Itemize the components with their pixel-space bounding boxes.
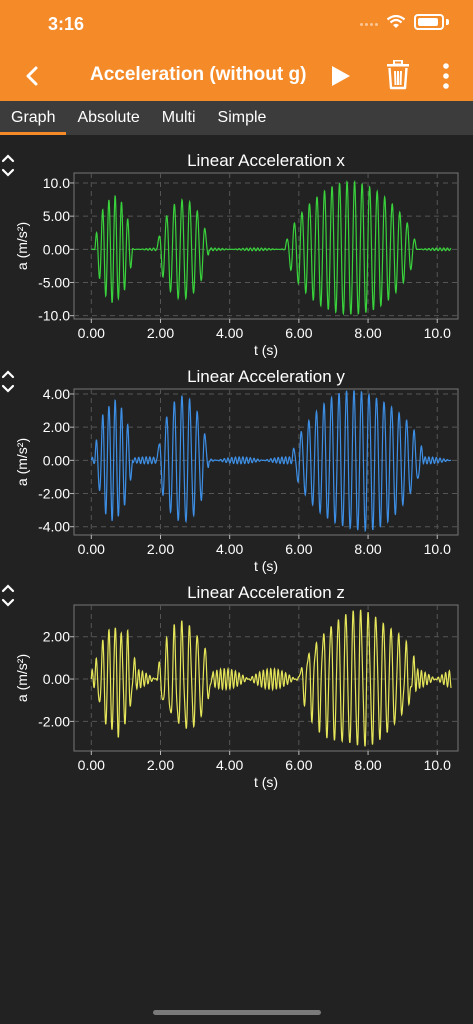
chart-acceleration-z: Linear Acceleration z 0.00 2.00 4.00 6.00 8.0… [14, 583, 459, 790]
x-tick-label: 6.00 [285, 325, 312, 341]
chart-title: Linear Acceleration y [187, 367, 345, 386]
home-indicator [153, 1010, 321, 1015]
tab-absolute[interactable]: Absolute [77, 109, 140, 126]
x-axis-label: t (s) [254, 342, 278, 358]
x-tick-label: 0.00 [78, 325, 105, 341]
status-time: 3:16 [48, 14, 85, 34]
y-tick-label: 2.00 [43, 419, 70, 435]
tab-simple[interactable]: Simple [217, 109, 267, 126]
chart-title: Linear Acceleration z [187, 583, 345, 602]
x-tick-label: 10.0 [424, 757, 451, 773]
wifi-icon [386, 15, 406, 28]
tab-multi[interactable]: Multi [161, 109, 196, 126]
battery-icon [414, 14, 444, 30]
expand-icon[interactable] [0, 369, 16, 395]
x-tick-label: 0.00 [78, 541, 105, 557]
app-header: 3:16 Acceleration (without g) [0, 0, 473, 101]
plot-frame [73, 604, 459, 752]
x-tick-label: 8.00 [354, 541, 381, 557]
y-tick-label: 0.00 [43, 671, 70, 687]
back-chevron-icon[interactable] [22, 64, 42, 88]
x-tick-label: 2.00 [147, 541, 174, 557]
series-line [90, 390, 452, 533]
more-vertical-icon[interactable] [440, 62, 452, 90]
y-tick-label: -4.00 [38, 519, 70, 535]
x-tick-label: 6.00 [285, 757, 312, 773]
y-tick-label: 0.00 [43, 241, 70, 257]
y-tick-label: 2.00 [43, 629, 70, 645]
tab-bar: Graph Absolute Multi Simple [0, 101, 473, 135]
y-tick-label: 4.00 [43, 386, 70, 402]
chart-acceleration-x: Linear Acceleration x 0.00 2.00 4.00 6.00 8.0… [14, 151, 459, 358]
y-tick-label: 10.0 [43, 175, 70, 191]
y-tick-label: -2.00 [38, 486, 70, 502]
plot-frame [73, 388, 459, 536]
x-tick-label: 6.00 [285, 541, 312, 557]
graph-panel-y[interactable]: Linear Acceleration y 0.00 2.00 4.00 6.00 8.0… [0, 363, 473, 579]
y-axis-label: a (m/s²) [14, 438, 30, 486]
tab-graph[interactable]: Graph [0, 101, 67, 135]
trash-icon[interactable] [385, 60, 411, 90]
y-tick-label: -10.0 [38, 308, 70, 324]
battery-tip [446, 19, 449, 25]
plot-frame [73, 172, 459, 320]
graph-panel-x[interactable]: Linear Acceleration x 0.00 2.00 4.00 6.00 8.0… [0, 147, 473, 363]
x-tick-label: 4.00 [216, 325, 243, 341]
series-line [91, 179, 452, 316]
x-tick-label: 10.0 [424, 541, 451, 557]
y-axis-label: a (m/s²) [14, 222, 30, 270]
x-tick-label: 4.00 [216, 757, 243, 773]
expand-icon[interactable] [0, 583, 16, 609]
x-tick-label: 8.00 [354, 757, 381, 773]
y-tick-label: 0.00 [43, 452, 70, 468]
x-tick-label: 4.00 [216, 541, 243, 557]
page-title: Acceleration (without g) [90, 64, 307, 85]
play-icon[interactable] [328, 64, 352, 88]
x-tick-label: 2.00 [147, 325, 174, 341]
chart-acceleration-y: Linear Acceleration y 0.00 2.00 4.00 6.00 8.0… [14, 367, 459, 574]
y-axis-label: a (m/s²) [14, 654, 30, 702]
y-tick-label: 5.00 [43, 208, 70, 224]
y-tick-label: -5.00 [38, 275, 70, 291]
x-tick-label: 2.00 [147, 757, 174, 773]
x-axis-label: t (s) [254, 558, 278, 574]
x-axis-label: t (s) [254, 774, 278, 790]
chart-title: Linear Acceleration x [187, 151, 345, 170]
status-icons [360, 14, 449, 30]
x-tick-label: 8.00 [354, 325, 381, 341]
series-line [90, 609, 452, 747]
y-tick-label: -2.00 [38, 713, 70, 729]
signal-icon [360, 18, 378, 26]
x-tick-label: 0.00 [78, 757, 105, 773]
graph-panel-z[interactable]: Linear Acceleration z 0.00 2.00 4.00 6.00 8.0… [0, 579, 473, 795]
expand-icon[interactable] [0, 153, 16, 179]
x-tick-label: 10.0 [424, 325, 451, 341]
